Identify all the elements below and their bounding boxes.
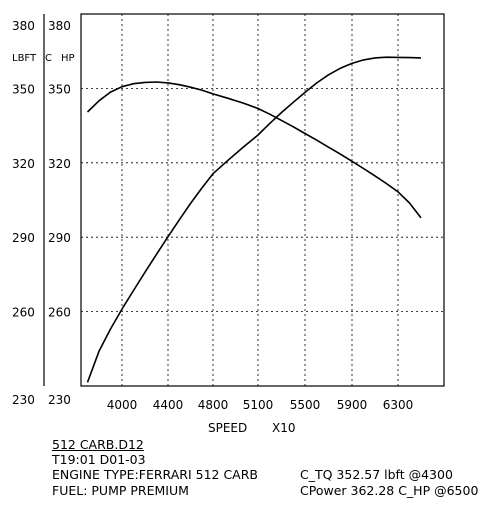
x-tick-label: 5100 <box>243 398 274 412</box>
y-tick-label-left: 290 <box>12 231 35 245</box>
y-tick-label-left: 260 <box>12 306 35 320</box>
fuel-type: FUEL: PUMP PREMIUM <box>52 483 189 498</box>
test-id: T19:01 D01-03 <box>52 452 146 467</box>
file-name: 512 CARB.D12 <box>52 437 144 452</box>
x-tick-label: 6300 <box>383 398 414 412</box>
y-tick-label-right: 290 <box>48 231 71 245</box>
y-tick-label-left: 350 <box>12 82 35 96</box>
y-tick-label-right: 230 <box>48 393 71 407</box>
y-tick-label-right: 380 <box>48 19 71 33</box>
y-tick-label-right: 350 <box>48 82 71 96</box>
axes <box>43 13 445 387</box>
y-tick-label-left: 380 <box>12 19 35 33</box>
power-curve <box>86 56 422 383</box>
grid <box>81 14 444 386</box>
x-tick-label: 4400 <box>153 398 184 412</box>
x-tick-label: 4800 <box>198 398 229 412</box>
x-tick-label: 5500 <box>290 398 321 412</box>
engine-type: ENGINE TYPE:FERRARI 512 CARB <box>52 467 258 482</box>
x-tick-label: 5900 <box>337 398 368 412</box>
plot-frame <box>80 13 445 387</box>
y-tick-label-left: 230 <box>12 393 35 407</box>
y-tick-label-right: 260 <box>48 306 71 320</box>
tick-labels: 4000 4400 4800 5100 5500 5900 6300 230 230 260 260… <box>12 19 413 412</box>
y-tick-label-right: 320 <box>48 157 71 171</box>
x-axis-scale-label: X10 <box>272 421 296 435</box>
power-summary: CPower 362.28 C_HP @6500 <box>300 483 479 498</box>
unit-label-hp: HP <box>61 53 75 64</box>
y-tick-label-left: 320 <box>12 157 35 171</box>
x-tick-label: 4000 <box>107 398 138 412</box>
torque-curve <box>86 81 422 219</box>
series-lines <box>86 56 422 383</box>
unit-label-c: C <box>45 53 52 64</box>
unit-label-lbft: LBFT <box>12 53 37 64</box>
torque-summary: C_TQ 352.57 lbft @4300 <box>300 467 453 482</box>
x-axis-label: SPEED <box>208 421 247 435</box>
